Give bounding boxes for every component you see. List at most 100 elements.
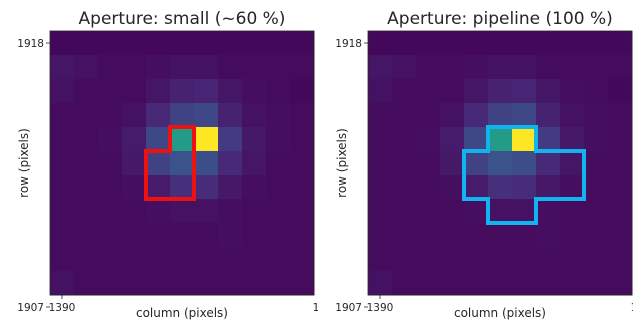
heatmap-cell bbox=[218, 55, 243, 80]
heatmap-cell bbox=[266, 103, 291, 128]
heatmap-cell bbox=[392, 271, 417, 296]
heatmap-cell bbox=[608, 127, 633, 152]
heatmap-cell bbox=[242, 247, 267, 272]
heatmap-cell bbox=[98, 79, 123, 104]
heatmap-cell bbox=[560, 79, 585, 104]
heatmap-cell bbox=[392, 151, 417, 176]
x-tick-label: 1390 bbox=[49, 302, 76, 314]
heatmap-cell bbox=[290, 127, 315, 152]
heatmap-cell bbox=[122, 127, 147, 152]
heatmap-cell bbox=[440, 31, 465, 56]
heatmap-cell bbox=[512, 199, 537, 224]
heatmap-cell bbox=[242, 151, 267, 176]
heatmap-cell bbox=[218, 271, 243, 296]
heatmap-cell bbox=[536, 79, 561, 104]
heatmap-cell bbox=[416, 55, 441, 80]
chart-title: Aperture: small (~60 %) bbox=[79, 9, 286, 29]
heatmap-cell bbox=[512, 151, 537, 176]
heatmap-cell bbox=[146, 127, 171, 152]
aperture-outline bbox=[462, 125, 586, 225]
heatmap-cell bbox=[290, 199, 315, 224]
heatmap-cell bbox=[170, 223, 195, 248]
heatmap-cell bbox=[266, 271, 291, 296]
heatmap-cell bbox=[98, 55, 123, 80]
heatmap-cell bbox=[416, 79, 441, 104]
heatmap-cell bbox=[170, 103, 195, 128]
y-axis-label: row (pixels) bbox=[335, 128, 349, 198]
heatmap-cell bbox=[368, 175, 393, 200]
heatmap-cell bbox=[464, 55, 489, 80]
heatmap-cell bbox=[218, 151, 243, 176]
heatmap-cell bbox=[50, 55, 75, 80]
heatmap-cell bbox=[416, 127, 441, 152]
heatmap-cell bbox=[560, 31, 585, 56]
heatmap-cell bbox=[290, 31, 315, 56]
heatmap-cell bbox=[416, 175, 441, 200]
heatmap-cell bbox=[488, 127, 513, 152]
heatmap-cell bbox=[608, 103, 633, 128]
y-tick-label: 1907 bbox=[17, 302, 44, 314]
heatmap-cell bbox=[536, 31, 561, 56]
heatmap-cell bbox=[194, 199, 219, 224]
heatmap-cell bbox=[416, 151, 441, 176]
heatmap-cell bbox=[488, 55, 513, 80]
heatmap-cell bbox=[242, 79, 267, 104]
x-tick-label: 1401 bbox=[313, 302, 318, 314]
heatmap-cell bbox=[194, 31, 219, 56]
heatmap-cell bbox=[194, 55, 219, 80]
heatmap-cell bbox=[170, 127, 195, 152]
x-tick-label: 1401 bbox=[631, 302, 633, 314]
heatmap-cell bbox=[290, 223, 315, 248]
heatmap-cell bbox=[242, 271, 267, 296]
heatmap-cell bbox=[290, 55, 315, 80]
heatmap-cell bbox=[488, 223, 513, 248]
heatmap-cell bbox=[584, 175, 609, 200]
heatmap-cell bbox=[608, 151, 633, 176]
heatmap-cell bbox=[584, 199, 609, 224]
heatmap-cell bbox=[512, 127, 537, 152]
heatmap-cell bbox=[536, 175, 561, 200]
heatmap-cell bbox=[416, 103, 441, 128]
heatmap-cell bbox=[584, 247, 609, 272]
panel-right: Aperture: pipeline (100 %) 1390 1401 1918 19… bbox=[335, 9, 633, 320]
heatmap-cell bbox=[512, 55, 537, 80]
heatmap-cell bbox=[392, 55, 417, 80]
heatmap-cell bbox=[74, 79, 99, 104]
heatmap-cell bbox=[74, 247, 99, 272]
heatmap-cell bbox=[194, 103, 219, 128]
heatmap-cell bbox=[392, 31, 417, 56]
heatmap-cell bbox=[368, 79, 393, 104]
heatmap-cell bbox=[560, 199, 585, 224]
heatmap-cell bbox=[608, 247, 633, 272]
heatmap-cell bbox=[536, 223, 561, 248]
heatmap-cell bbox=[266, 55, 291, 80]
heatmap-cell bbox=[584, 103, 609, 128]
heatmap-cell bbox=[584, 55, 609, 80]
heatmap-cell bbox=[512, 31, 537, 56]
heatmap-cell bbox=[368, 223, 393, 248]
heatmap-cell bbox=[464, 199, 489, 224]
heatmap-cell bbox=[392, 79, 417, 104]
heatmap-cell bbox=[368, 271, 393, 296]
heatmap-cell bbox=[98, 151, 123, 176]
heatmap-cell bbox=[560, 223, 585, 248]
heatmap-cell bbox=[74, 127, 99, 152]
heatmap-cell bbox=[512, 271, 537, 296]
heatmap-cell bbox=[122, 151, 147, 176]
heatmap-cell bbox=[146, 271, 171, 296]
heatmap-cell bbox=[50, 271, 75, 296]
heatmap-cell bbox=[242, 31, 267, 56]
heatmap-cell bbox=[122, 223, 147, 248]
heatmap-cell bbox=[50, 31, 75, 56]
heatmap-cell bbox=[170, 31, 195, 56]
heatmap-cell bbox=[146, 151, 171, 176]
heatmap-cell bbox=[536, 151, 561, 176]
axes-frame bbox=[49, 30, 315, 296]
heatmap-cell bbox=[368, 31, 393, 56]
heatmap-cell bbox=[368, 103, 393, 128]
heatmap-cell bbox=[50, 127, 75, 152]
heatmap-cell bbox=[290, 103, 315, 128]
heatmap-cell bbox=[218, 199, 243, 224]
heatmap-cell bbox=[266, 199, 291, 224]
heatmap-cell bbox=[464, 79, 489, 104]
